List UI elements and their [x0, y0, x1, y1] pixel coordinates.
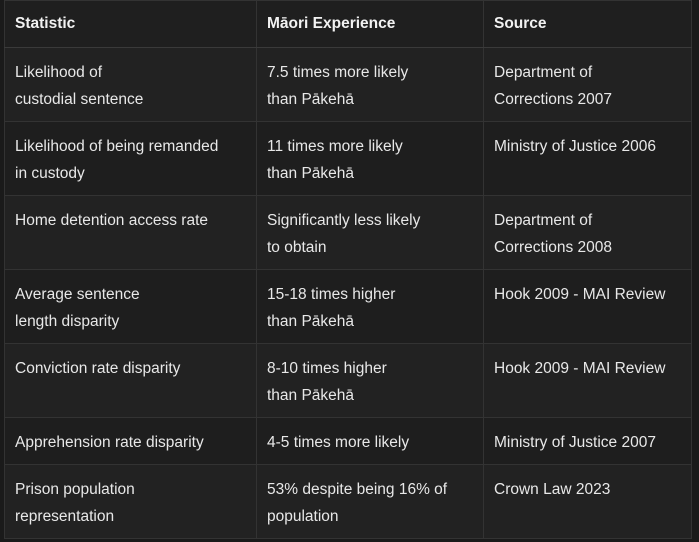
cell-statistic: Home detention access rate	[4, 195, 257, 270]
cell-experience: 7.5 times more likely than Pākehā	[256, 47, 484, 122]
cell-source: Crown Law 2023	[483, 464, 692, 539]
cell-experience: 8-10 times higher than Pākehā	[256, 343, 484, 418]
header-maori-experience: Māori Experience	[256, 0, 484, 48]
statistics-table: Statistic Māori Experience Source Likeli…	[4, 0, 692, 539]
cell-source: Department of Corrections 2008	[483, 195, 692, 270]
cell-source: Hook 2009 - MAI Review	[483, 269, 692, 344]
header-row: Statistic Māori Experience Source	[4, 0, 692, 48]
table-row: Apprehension rate disparity 4-5 times mo…	[4, 417, 692, 465]
cell-experience: 15-18 times higher than Pākehā	[256, 269, 484, 344]
table-body: Likelihood of custodial sentence 7.5 tim…	[4, 47, 692, 539]
table-row: Likelihood of custodial sentence 7.5 tim…	[4, 47, 692, 122]
cell-source: Hook 2009 - MAI Review	[483, 343, 692, 418]
header-statistic: Statistic	[4, 0, 257, 48]
cell-statistic: Likelihood of being remanded in custody	[4, 121, 257, 196]
cell-source: Ministry of Justice 2006	[483, 121, 692, 196]
table-row: Home detention access rate Significantly…	[4, 195, 692, 270]
cell-source: Ministry of Justice 2007	[483, 417, 692, 465]
cell-statistic: Conviction rate disparity	[4, 343, 257, 418]
header-source: Source	[483, 0, 692, 48]
cell-statistic: Likelihood of custodial sentence	[4, 47, 257, 122]
cell-statistic: Average sentence length disparity	[4, 269, 257, 344]
cell-source: Department of Corrections 2007	[483, 47, 692, 122]
cell-experience: 53% despite being 16% of population	[256, 464, 484, 539]
table-row: Likelihood of being remanded in custody …	[4, 121, 692, 196]
table-row: Average sentence length disparity 15-18 …	[4, 269, 692, 344]
cell-statistic: Prison population representation	[4, 464, 257, 539]
statistics-table-container: Statistic Māori Experience Source Likeli…	[4, 0, 692, 539]
cell-experience: 4-5 times more likely	[256, 417, 484, 465]
cell-experience: 11 times more likely than Pākehā	[256, 121, 484, 196]
table-row: Conviction rate disparity 8-10 times hig…	[4, 343, 692, 418]
cell-statistic: Apprehension rate disparity	[4, 417, 257, 465]
table-row: Prison population representation 53% des…	[4, 464, 692, 539]
table-header: Statistic Māori Experience Source	[4, 0, 692, 48]
cell-experience: Significantly less likely to obtain	[256, 195, 484, 270]
